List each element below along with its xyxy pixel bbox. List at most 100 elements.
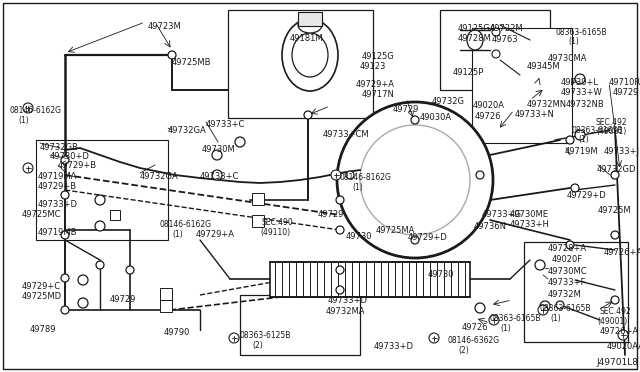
Bar [228,10,373,118]
Ellipse shape [429,333,439,343]
Bar [270,262,470,297]
Text: 49729+D: 49729+D [567,191,607,200]
Bar [110,210,120,220]
Text: 08146-8162G: 08146-8162G [340,173,392,182]
Ellipse shape [492,28,500,36]
Text: 49729: 49729 [318,210,344,219]
Ellipse shape [96,196,104,204]
Text: 49733+C: 49733+C [200,172,239,181]
Ellipse shape [78,275,88,285]
Ellipse shape [476,171,484,179]
Text: 49729+D: 49729+D [408,233,448,242]
Bar [160,288,172,300]
Text: 49725M: 49725M [598,206,632,215]
Text: (1): (1) [568,37,579,46]
Text: 49763: 49763 [492,35,518,44]
Ellipse shape [95,221,105,231]
Text: 49730MA: 49730MA [548,54,588,63]
Text: 49730M: 49730M [202,145,236,154]
Ellipse shape [489,315,499,325]
Text: 49125P: 49125P [453,68,484,77]
Text: 08146-6162G: 08146-6162G [10,106,62,115]
Ellipse shape [492,50,500,58]
Ellipse shape [360,125,470,235]
Ellipse shape [611,171,619,179]
Ellipse shape [571,184,579,192]
Bar [440,10,550,90]
Text: 49719MA: 49719MA [38,172,77,181]
Text: 49729: 49729 [613,88,639,97]
Text: 49728M: 49728M [458,34,492,43]
Ellipse shape [336,266,344,274]
Text: 49732GB: 49732GB [40,143,79,152]
Ellipse shape [475,303,485,313]
Text: (49001): (49001) [596,127,627,136]
Text: 49732MN: 49732MN [527,100,567,109]
Text: 49736N: 49736N [474,222,507,231]
Ellipse shape [336,226,344,234]
Text: 49125GA: 49125GA [458,24,497,33]
Text: (1): (1) [352,183,363,192]
Text: (1): (1) [578,135,589,144]
Text: (2): (2) [458,346,468,355]
Bar [298,12,322,26]
Bar [252,193,264,205]
Text: 49728+A: 49728+A [548,244,587,253]
Text: 49729+A: 49729+A [356,80,395,89]
Ellipse shape [575,130,585,140]
Ellipse shape [411,236,419,244]
Ellipse shape [336,286,344,294]
Text: 49732GA: 49732GA [168,126,207,135]
Text: 49730: 49730 [346,232,372,241]
Text: 49729+B: 49729+B [38,182,77,191]
Ellipse shape [212,150,222,160]
Text: 49790: 49790 [164,328,190,337]
Ellipse shape [566,136,574,144]
Text: 49732M: 49732M [548,290,582,299]
Text: 49020AA: 49020AA [607,342,640,351]
Text: 49729+B: 49729+B [58,161,97,170]
Text: 49123: 49123 [360,62,387,71]
Text: 49729+A: 49729+A [196,230,235,239]
Ellipse shape [292,33,328,77]
Text: 49125G: 49125G [362,52,395,61]
Ellipse shape [212,170,222,180]
Text: (1): (1) [172,230,183,239]
Ellipse shape [61,156,69,164]
Text: 08363-6165B: 08363-6165B [490,314,541,323]
Text: (1): (1) [550,314,561,323]
Ellipse shape [168,51,176,59]
Text: 49729+C: 49729+C [22,282,61,291]
Ellipse shape [23,103,33,113]
Text: 49730+L: 49730+L [561,78,599,87]
Ellipse shape [61,274,69,282]
Text: 49733+W: 49733+W [561,88,603,97]
Ellipse shape [467,30,483,50]
Text: 08363-6165B: 08363-6165B [571,126,623,135]
Text: 08363-6165B: 08363-6165B [556,28,607,37]
Text: 49725MA: 49725MA [376,226,415,235]
Text: (1): (1) [500,324,511,333]
Ellipse shape [566,241,574,249]
Ellipse shape [337,102,493,258]
Bar [36,140,168,240]
Ellipse shape [78,298,88,308]
Text: 49733+D: 49733+D [328,296,368,305]
Text: 49733+F: 49733+F [548,278,586,287]
Ellipse shape [298,17,322,33]
Text: 49020A: 49020A [473,101,505,110]
Text: 49732G: 49732G [432,97,465,106]
Ellipse shape [61,306,69,314]
Bar [240,295,360,355]
Text: 49726+A: 49726+A [600,327,639,336]
Ellipse shape [611,231,619,239]
Text: 49717N: 49717N [362,90,395,99]
Text: 49719MB: 49719MB [38,228,77,237]
Text: 49733+H: 49733+H [510,220,550,229]
Text: 49723M: 49723M [148,22,182,31]
Bar [472,28,572,143]
Text: 49733+G: 49733+G [482,210,522,219]
Text: SEC.490: SEC.490 [262,218,294,227]
Text: 49725MB: 49725MB [172,58,211,67]
Text: 49733+D: 49733+D [374,342,414,351]
